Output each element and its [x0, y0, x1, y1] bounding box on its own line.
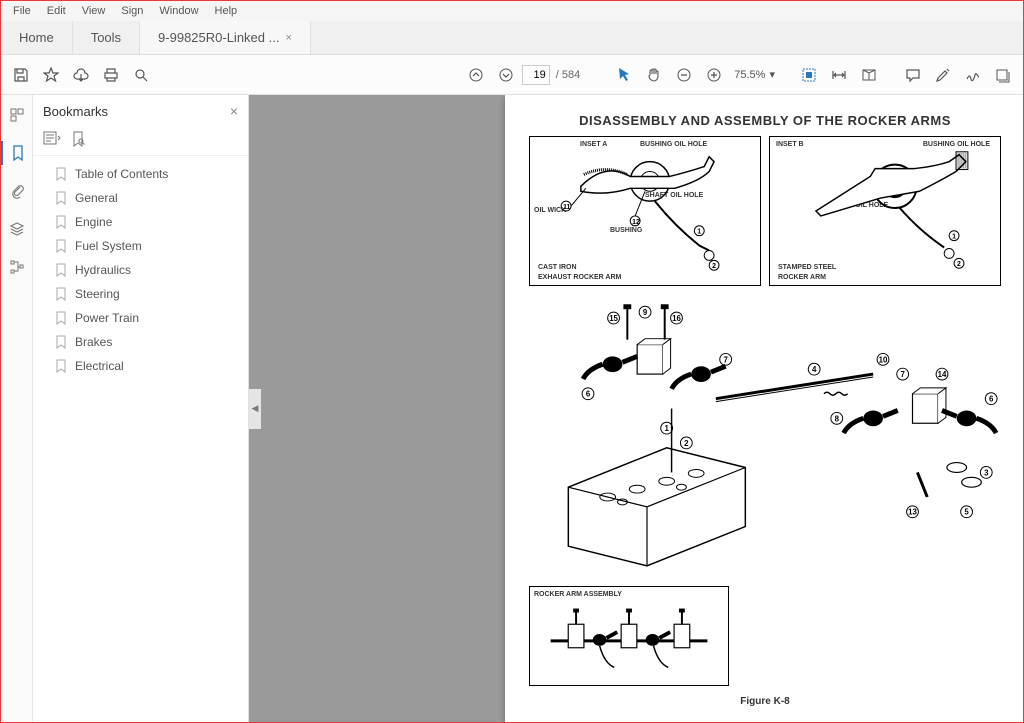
svg-text:3: 3 [984, 468, 989, 477]
page-total-label: / 584 [556, 69, 580, 81]
menubar: File Edit View Sign Window Help [1, 1, 1023, 21]
sidebar-collapse-handle[interactable]: ◀ [249, 389, 261, 429]
attachments-panel-icon[interactable] [5, 179, 29, 203]
bookmark-item[interactable]: Hydraulics [37, 258, 244, 282]
svg-text:1: 1 [664, 424, 669, 433]
figure-rocker-assembly: ROCKER ARM ASSEMBLY [529, 586, 729, 686]
menu-edit[interactable]: Edit [39, 3, 74, 19]
nav-rail [1, 95, 33, 722]
svg-text:7: 7 [900, 370, 905, 379]
bookmark-item[interactable]: Fuel System [37, 234, 244, 258]
bookmark-icon [55, 191, 67, 205]
bookmark-icon [55, 335, 67, 349]
svg-text:7: 7 [723, 355, 728, 364]
figure-inset-a: INSET A BUSHING OIL HOLE SHAFT OIL HOLE … [529, 136, 761, 286]
sidebar-title: Bookmarks [43, 104, 108, 119]
svg-text:5: 5 [964, 508, 969, 517]
svg-text:12: 12 [632, 219, 640, 226]
search-icon[interactable] [127, 61, 155, 89]
bookmark-item[interactable]: Table of Contents [37, 162, 244, 186]
figure-caption: Figure K-8 [529, 696, 1001, 707]
toolbar: / 584 75.5%▾ [1, 55, 1023, 95]
find-bookmark-icon[interactable] [71, 131, 85, 147]
figure-inset-b: INSET B BUSHING OIL HOLE SHAFT OIL HOLE … [769, 136, 1001, 286]
star-icon[interactable] [37, 61, 65, 89]
tab-home[interactable]: Home [1, 21, 73, 54]
menu-window[interactable]: Window [151, 3, 206, 19]
page-title: DISASSEMBLY AND ASSEMBLY OF THE ROCKER A… [529, 113, 1001, 128]
bookmarks-list: Table of Contents General Engine Fuel Sy… [33, 156, 248, 384]
document-viewer[interactable]: ◀ DISASSEMBLY AND ASSEMBLY OF THE ROCKER… [249, 95, 1023, 722]
zoom-out-icon[interactable] [670, 61, 698, 89]
tab-document[interactable]: 9-99825R0-Linked ... × [140, 21, 311, 54]
svg-text:15: 15 [609, 314, 618, 323]
bookmark-icon [55, 239, 67, 253]
page-down-icon[interactable] [492, 61, 520, 89]
svg-text:2: 2 [957, 261, 961, 268]
svg-text:6: 6 [989, 395, 994, 404]
tab-tools[interactable]: Tools [73, 21, 140, 54]
menu-view[interactable]: View [74, 3, 114, 19]
svg-text:10: 10 [879, 355, 888, 364]
comment-icon[interactable] [899, 61, 927, 89]
svg-text:9: 9 [643, 308, 648, 317]
model-tree-panel-icon[interactable] [5, 255, 29, 279]
bookmark-icon [55, 215, 67, 229]
tabbar: Home Tools 9-99825R0-Linked ... × [1, 21, 1023, 55]
sign-icon[interactable] [959, 61, 987, 89]
bookmark-item[interactable]: Power Train [37, 306, 244, 330]
svg-text:2: 2 [684, 439, 689, 448]
bookmark-icon [55, 359, 67, 373]
pdf-page: DISASSEMBLY AND ASSEMBLY OF THE ROCKER A… [505, 95, 1023, 722]
bookmark-item[interactable]: Brakes [37, 330, 244, 354]
zoom-in-icon[interactable] [700, 61, 728, 89]
bookmark-item[interactable]: General [37, 186, 244, 210]
page-number-input[interactable] [522, 65, 550, 85]
select-tool-icon[interactable] [610, 61, 638, 89]
chevron-down-icon: ▾ [769, 68, 775, 81]
bookmark-item[interactable]: Electrical [37, 354, 244, 378]
svg-text:2: 2 [712, 263, 716, 270]
bookmarks-panel-icon[interactable] [1, 141, 33, 165]
svg-text:1: 1 [952, 234, 956, 241]
fit-page-icon[interactable] [795, 61, 823, 89]
bookmark-item[interactable]: Engine [37, 210, 244, 234]
tab-document-label: 9-99825R0-Linked ... [158, 30, 279, 45]
svg-text:1: 1 [697, 229, 701, 236]
svg-text:16: 16 [672, 314, 681, 323]
bookmarks-sidebar: Bookmarks × Table of Contents General En… [33, 95, 249, 722]
highlight-icon[interactable] [929, 61, 957, 89]
save-icon[interactable] [7, 61, 35, 89]
main-area: Bookmarks × Table of Contents General En… [1, 95, 1023, 722]
read-mode-icon[interactable] [855, 61, 883, 89]
bookmark-icon [55, 167, 67, 181]
zoom-level-select[interactable]: 75.5%▾ [730, 66, 779, 83]
svg-text:8: 8 [835, 414, 840, 423]
tab-close-icon[interactable]: × [285, 32, 291, 44]
bookmark-icon [55, 263, 67, 277]
svg-text:4: 4 [812, 365, 817, 374]
bookmark-item[interactable]: Steering [37, 282, 244, 306]
layers-panel-icon[interactable] [5, 217, 29, 241]
cloud-icon[interactable] [67, 61, 95, 89]
bookmark-icon [55, 287, 67, 301]
fit-width-icon[interactable] [825, 61, 853, 89]
svg-text:13: 13 [908, 508, 917, 517]
menu-file[interactable]: File [5, 3, 39, 19]
hand-tool-icon[interactable] [640, 61, 668, 89]
bookmark-icon [55, 311, 67, 325]
menu-sign[interactable]: Sign [113, 3, 151, 19]
more-tools-icon[interactable] [989, 61, 1017, 89]
svg-text:6: 6 [586, 390, 591, 399]
page-up-icon[interactable] [462, 61, 490, 89]
sidebar-close-icon[interactable]: × [230, 103, 238, 119]
figure-exploded-view: 6 15 9 16 7 4 10 8 7 14 6 1 2 13 [529, 298, 1001, 578]
svg-text:14: 14 [938, 370, 947, 379]
print-icon[interactable] [97, 61, 125, 89]
bookmark-options-icon[interactable] [43, 131, 61, 147]
thumbnails-panel-icon[interactable] [5, 103, 29, 127]
menu-help[interactable]: Help [207, 3, 246, 19]
svg-text:11: 11 [563, 204, 570, 211]
